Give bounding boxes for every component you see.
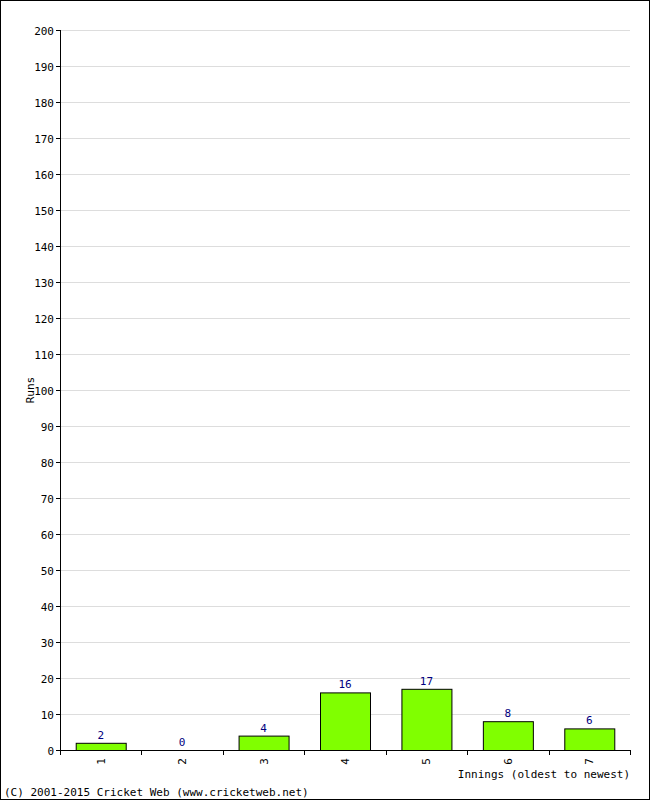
y-axis-label: Runs bbox=[24, 377, 37, 404]
x-tick bbox=[386, 750, 387, 755]
x-tick bbox=[304, 750, 305, 755]
y-tick bbox=[56, 750, 60, 751]
grid-line bbox=[60, 606, 630, 607]
y-tick-label: 50 bbox=[41, 565, 54, 578]
y-tick bbox=[56, 714, 60, 715]
grid-line bbox=[60, 354, 630, 355]
y-tick-label: 130 bbox=[34, 277, 54, 290]
y-tick bbox=[56, 66, 60, 67]
grid-line bbox=[60, 642, 630, 643]
y-tick bbox=[56, 462, 60, 463]
data-label: 2 bbox=[97, 729, 104, 742]
x-tick-label: 6 bbox=[502, 758, 515, 765]
grid-line bbox=[60, 138, 630, 139]
y-tick-label: 120 bbox=[34, 313, 54, 326]
y-tick-label: 80 bbox=[41, 457, 54, 470]
y-axis bbox=[60, 30, 61, 750]
y-tick-label: 40 bbox=[41, 601, 54, 614]
grid-line bbox=[60, 750, 630, 751]
x-tick bbox=[141, 750, 142, 755]
grid-line bbox=[60, 426, 630, 427]
y-tick bbox=[56, 102, 60, 103]
x-tick-label: 4 bbox=[339, 758, 352, 765]
y-tick bbox=[56, 30, 60, 31]
y-tick bbox=[56, 282, 60, 283]
grid-line bbox=[60, 390, 630, 391]
y-tick-label: 0 bbox=[47, 745, 54, 758]
y-tick-label: 200 bbox=[34, 25, 54, 38]
copyright: (C) 2001-2015 Cricket Web (www.cricketwe… bbox=[4, 786, 309, 799]
grid-line bbox=[60, 102, 630, 103]
y-tick bbox=[56, 642, 60, 643]
y-tick bbox=[56, 498, 60, 499]
x-axis bbox=[60, 750, 630, 751]
data-label: 0 bbox=[179, 736, 186, 749]
grid-line bbox=[60, 318, 630, 319]
y-tick-label: 160 bbox=[34, 169, 54, 182]
bar bbox=[239, 736, 289, 750]
x-tick bbox=[549, 750, 550, 755]
y-tick-label: 60 bbox=[41, 529, 54, 542]
y-tick bbox=[56, 426, 60, 427]
y-tick-label: 110 bbox=[34, 349, 54, 362]
y-tick bbox=[56, 390, 60, 391]
grid-line bbox=[60, 462, 630, 463]
x-tick bbox=[467, 750, 468, 755]
y-tick bbox=[56, 534, 60, 535]
x-axis-label: Innings (oldest to newest) bbox=[458, 768, 630, 781]
y-tick-label: 20 bbox=[41, 673, 54, 686]
y-tick bbox=[56, 246, 60, 247]
data-label: 16 bbox=[338, 678, 351, 691]
y-tick-label: 70 bbox=[41, 493, 54, 506]
x-tick-label: 3 bbox=[258, 758, 271, 765]
grid-line bbox=[60, 498, 630, 499]
y-tick bbox=[56, 354, 60, 355]
bar bbox=[483, 722, 533, 750]
y-tick-label: 90 bbox=[41, 421, 54, 434]
bar bbox=[321, 693, 371, 750]
x-tick bbox=[60, 750, 61, 755]
bar bbox=[402, 689, 452, 750]
data-label: 8 bbox=[505, 707, 512, 720]
grid-line bbox=[60, 246, 630, 247]
y-tick bbox=[56, 318, 60, 319]
x-tick-label: 7 bbox=[583, 758, 596, 765]
bars bbox=[76, 689, 615, 750]
bar bbox=[76, 743, 126, 750]
y-tick bbox=[56, 174, 60, 175]
data-label: 6 bbox=[586, 714, 593, 727]
bar bbox=[565, 729, 615, 750]
y-tick-label: 180 bbox=[34, 97, 54, 110]
y-tick-label: 150 bbox=[34, 205, 54, 218]
grid-line bbox=[60, 282, 630, 283]
chart: 0102030405060708090100110120130140150160… bbox=[0, 0, 650, 800]
data-label: 17 bbox=[420, 675, 433, 688]
x-tick bbox=[223, 750, 224, 755]
x-tick-label: 1 bbox=[95, 758, 108, 765]
data-label: 4 bbox=[260, 722, 267, 735]
y-tick-label: 170 bbox=[34, 133, 54, 146]
y-tick-label: 190 bbox=[34, 61, 54, 74]
y-tick bbox=[56, 570, 60, 571]
grid-line bbox=[60, 174, 630, 175]
y-tick-label: 10 bbox=[41, 709, 54, 722]
y-tick-label: 140 bbox=[34, 241, 54, 254]
frame bbox=[1, 1, 650, 800]
grid-line bbox=[60, 66, 630, 67]
x-tick-label: 2 bbox=[176, 758, 189, 765]
x-tick-label: 5 bbox=[420, 758, 433, 765]
y-tick bbox=[56, 678, 60, 679]
y-tick bbox=[56, 606, 60, 607]
y-tick bbox=[56, 138, 60, 139]
y-tick-label: 100 bbox=[34, 385, 54, 398]
y-tick bbox=[56, 210, 60, 211]
grid-line bbox=[60, 210, 630, 211]
x-tick bbox=[630, 750, 631, 755]
grid-line bbox=[60, 534, 630, 535]
grid-line bbox=[60, 30, 630, 31]
grid-line bbox=[60, 570, 630, 571]
y-tick-label: 30 bbox=[41, 637, 54, 650]
